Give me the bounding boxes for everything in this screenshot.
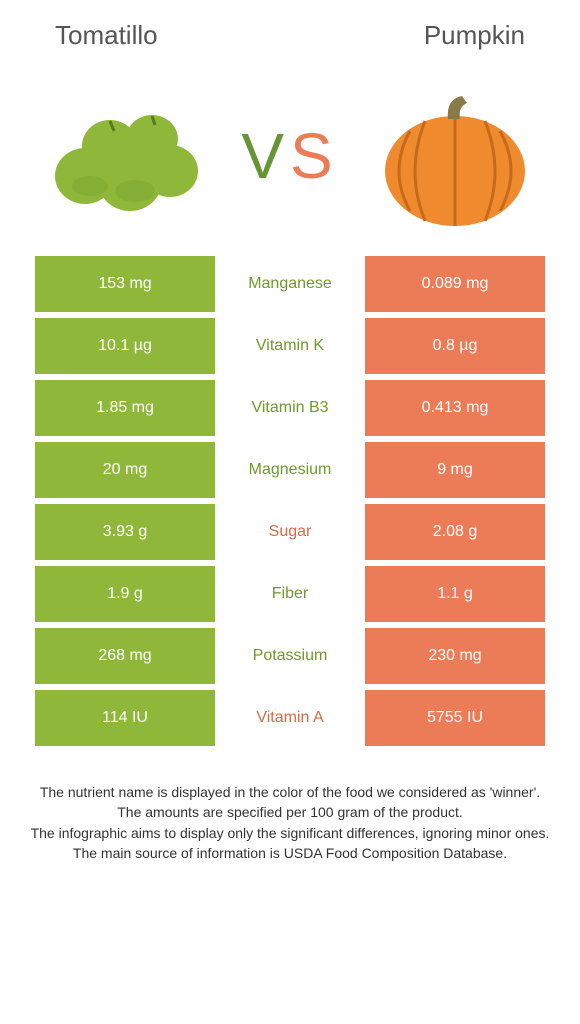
- nutrient-label: Vitamin K: [215, 318, 365, 374]
- value-right: 2.08 g: [365, 504, 545, 560]
- vs-s: S: [290, 120, 339, 192]
- nutrient-label: Fiber: [215, 566, 365, 622]
- table-row: 20 mgMagnesium9 mg: [35, 442, 545, 498]
- nutrient-label: Sugar: [215, 504, 365, 560]
- value-left: 268 mg: [35, 628, 215, 684]
- table-row: 10.1 µgVitamin K0.8 µg: [35, 318, 545, 374]
- table-row: 1.9 gFiber1.1 g: [35, 566, 545, 622]
- tomatillo-image: [40, 81, 210, 231]
- value-right: 230 mg: [365, 628, 545, 684]
- title-right: Pumpkin: [424, 20, 525, 51]
- footer-line-3: The infographic aims to display only the…: [20, 823, 560, 843]
- table-row: 3.93 gSugar2.08 g: [35, 504, 545, 560]
- value-left: 153 mg: [35, 256, 215, 312]
- nutrient-table: 153 mgManganese0.089 mg 10.1 µgVitamin K0…: [35, 256, 545, 746]
- nutrient-label: Magnesium: [215, 442, 365, 498]
- value-right: 9 mg: [365, 442, 545, 498]
- value-left: 1.9 g: [35, 566, 215, 622]
- title-left: Tomatillo: [55, 20, 158, 51]
- table-row: 268 mgPotassium230 mg: [35, 628, 545, 684]
- table-row: 114 IUVitamin A5755 IU: [35, 690, 545, 746]
- header: Tomatillo Pumpkin: [0, 0, 580, 66]
- value-right: 0.8 µg: [365, 318, 545, 374]
- nutrient-label: Vitamin A: [215, 690, 365, 746]
- footer-line-1: The nutrient name is displayed in the co…: [20, 782, 560, 802]
- nutrient-label: Potassium: [215, 628, 365, 684]
- vs-v: V: [241, 120, 290, 192]
- footer: The nutrient name is displayed in the co…: [0, 752, 580, 863]
- value-left: 1.85 mg: [35, 380, 215, 436]
- value-right: 0.413 mg: [365, 380, 545, 436]
- footer-line-2: The amounts are specified per 100 gram o…: [20, 802, 560, 822]
- table-row: 1.85 mgVitamin B30.413 mg: [35, 380, 545, 436]
- value-right: 0.089 mg: [365, 256, 545, 312]
- footer-line-4: The main source of information is USDA F…: [20, 843, 560, 863]
- table-row: 153 mgManganese0.089 mg: [35, 256, 545, 312]
- pumpkin-image: [370, 81, 540, 231]
- value-left: 10.1 µg: [35, 318, 215, 374]
- nutrient-label: Manganese: [215, 256, 365, 312]
- value-left: 3.93 g: [35, 504, 215, 560]
- value-left: 114 IU: [35, 690, 215, 746]
- vs-label: VS: [241, 119, 338, 193]
- nutrient-label: Vitamin B3: [215, 380, 365, 436]
- value-left: 20 mg: [35, 442, 215, 498]
- value-right: 5755 IU: [365, 690, 545, 746]
- images-row: VS: [0, 66, 580, 256]
- value-right: 1.1 g: [365, 566, 545, 622]
